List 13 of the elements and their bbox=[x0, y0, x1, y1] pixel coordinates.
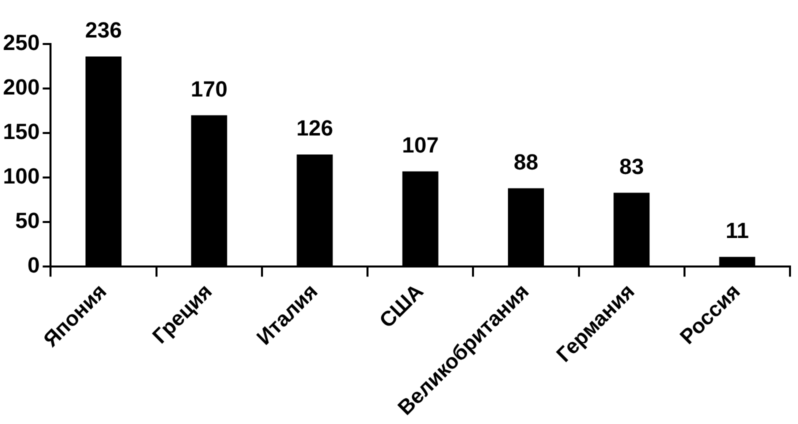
data-label: 107 bbox=[402, 132, 439, 158]
y-tick-label: 150 bbox=[2, 119, 40, 144]
y-tick-label: 50 bbox=[15, 208, 40, 234]
data-label: 88 bbox=[514, 149, 538, 174]
y-tick-label: 200 bbox=[2, 74, 40, 100]
data-label: 170 bbox=[190, 76, 228, 102]
y-tick-label: 250 bbox=[2, 30, 40, 56]
data-label: 126 bbox=[296, 116, 334, 141]
y-tick-label: 100 bbox=[2, 164, 40, 189]
data-label: 11 bbox=[726, 218, 749, 243]
data-label: 236 bbox=[85, 18, 122, 43]
y-tick-label: 0 bbox=[27, 252, 40, 278]
data-label: 83 bbox=[619, 154, 644, 179]
